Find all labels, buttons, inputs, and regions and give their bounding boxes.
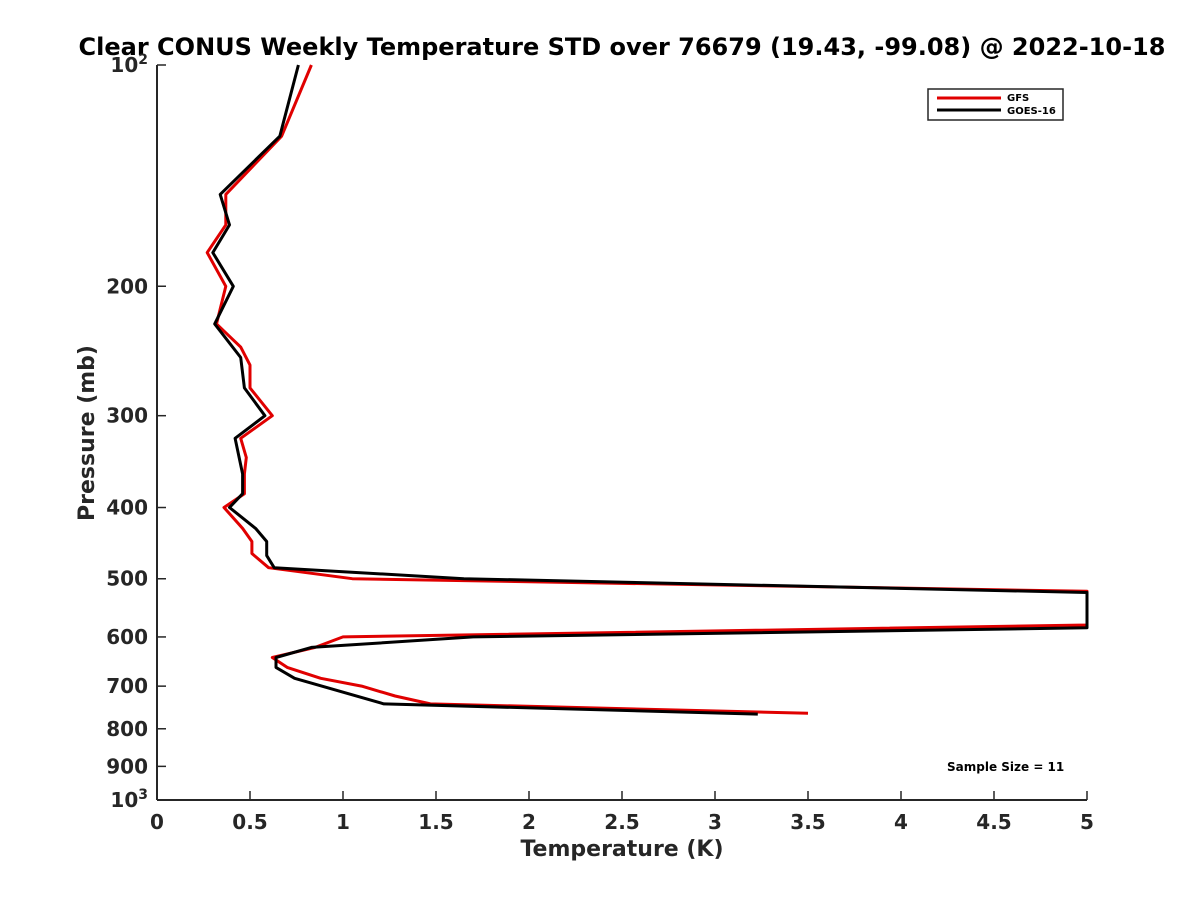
- legend-box: [927, 88, 1064, 121]
- y-tick-label: 900: [106, 754, 148, 778]
- x-tick-label: 3: [708, 810, 722, 834]
- series-line-gfs: [205, 64, 1089, 715]
- y-tick-label: 500: [106, 567, 148, 591]
- x-axis-label: Temperature (K): [520, 837, 723, 862]
- y-tick-label: 300: [106, 404, 148, 428]
- x-ticks: 0 0.5 1 1.5 2 2.5 3 3.5 4 4.5 5: [150, 791, 1094, 834]
- x-tick-label: 0: [150, 810, 164, 834]
- y-tick-label-exponent: 3: [138, 787, 148, 803]
- y-tick-label-base: 10: [110, 788, 138, 812]
- series-layer: [205, 64, 1089, 716]
- x-tick-label: 1.5: [418, 810, 453, 834]
- y-tick-label: 800: [106, 717, 148, 741]
- legend-label-gfs: GFS: [1007, 93, 1029, 104]
- x-tick-label: 3.5: [790, 810, 825, 834]
- y-tick-label: 600: [106, 625, 148, 649]
- sample-size-annotation: Sample Size = 11: [947, 760, 1064, 774]
- x-tick-label: 2.5: [604, 810, 639, 834]
- y-axis-label: Pressure (mb): [75, 345, 100, 521]
- chart-title: Clear CONUS Weekly Temperature STD over …: [79, 33, 1166, 61]
- y-tick-label-base: 10: [110, 53, 138, 77]
- x-tick-label: 0.5: [232, 810, 267, 834]
- legend: GFS GOES-16: [927, 88, 1064, 121]
- y-tick-label: 200: [106, 274, 148, 298]
- y-tick-label: 103: [110, 787, 148, 812]
- x-tick-label: 4: [894, 810, 908, 834]
- x-tick-label: 1: [336, 810, 350, 834]
- x-tick-label: 4.5: [976, 810, 1011, 834]
- y-tick-label: 102: [110, 52, 148, 77]
- x-tick-label: 5: [1080, 810, 1094, 834]
- y-tick-label: 700: [106, 674, 148, 698]
- y-tick-label: 400: [106, 496, 148, 520]
- y-tick-label-exponent: 2: [138, 52, 148, 68]
- x-tick-label: 2: [522, 810, 536, 834]
- series-line-goes16: [211, 64, 1089, 716]
- legend-label-goes16: GOES-16: [1007, 106, 1056, 117]
